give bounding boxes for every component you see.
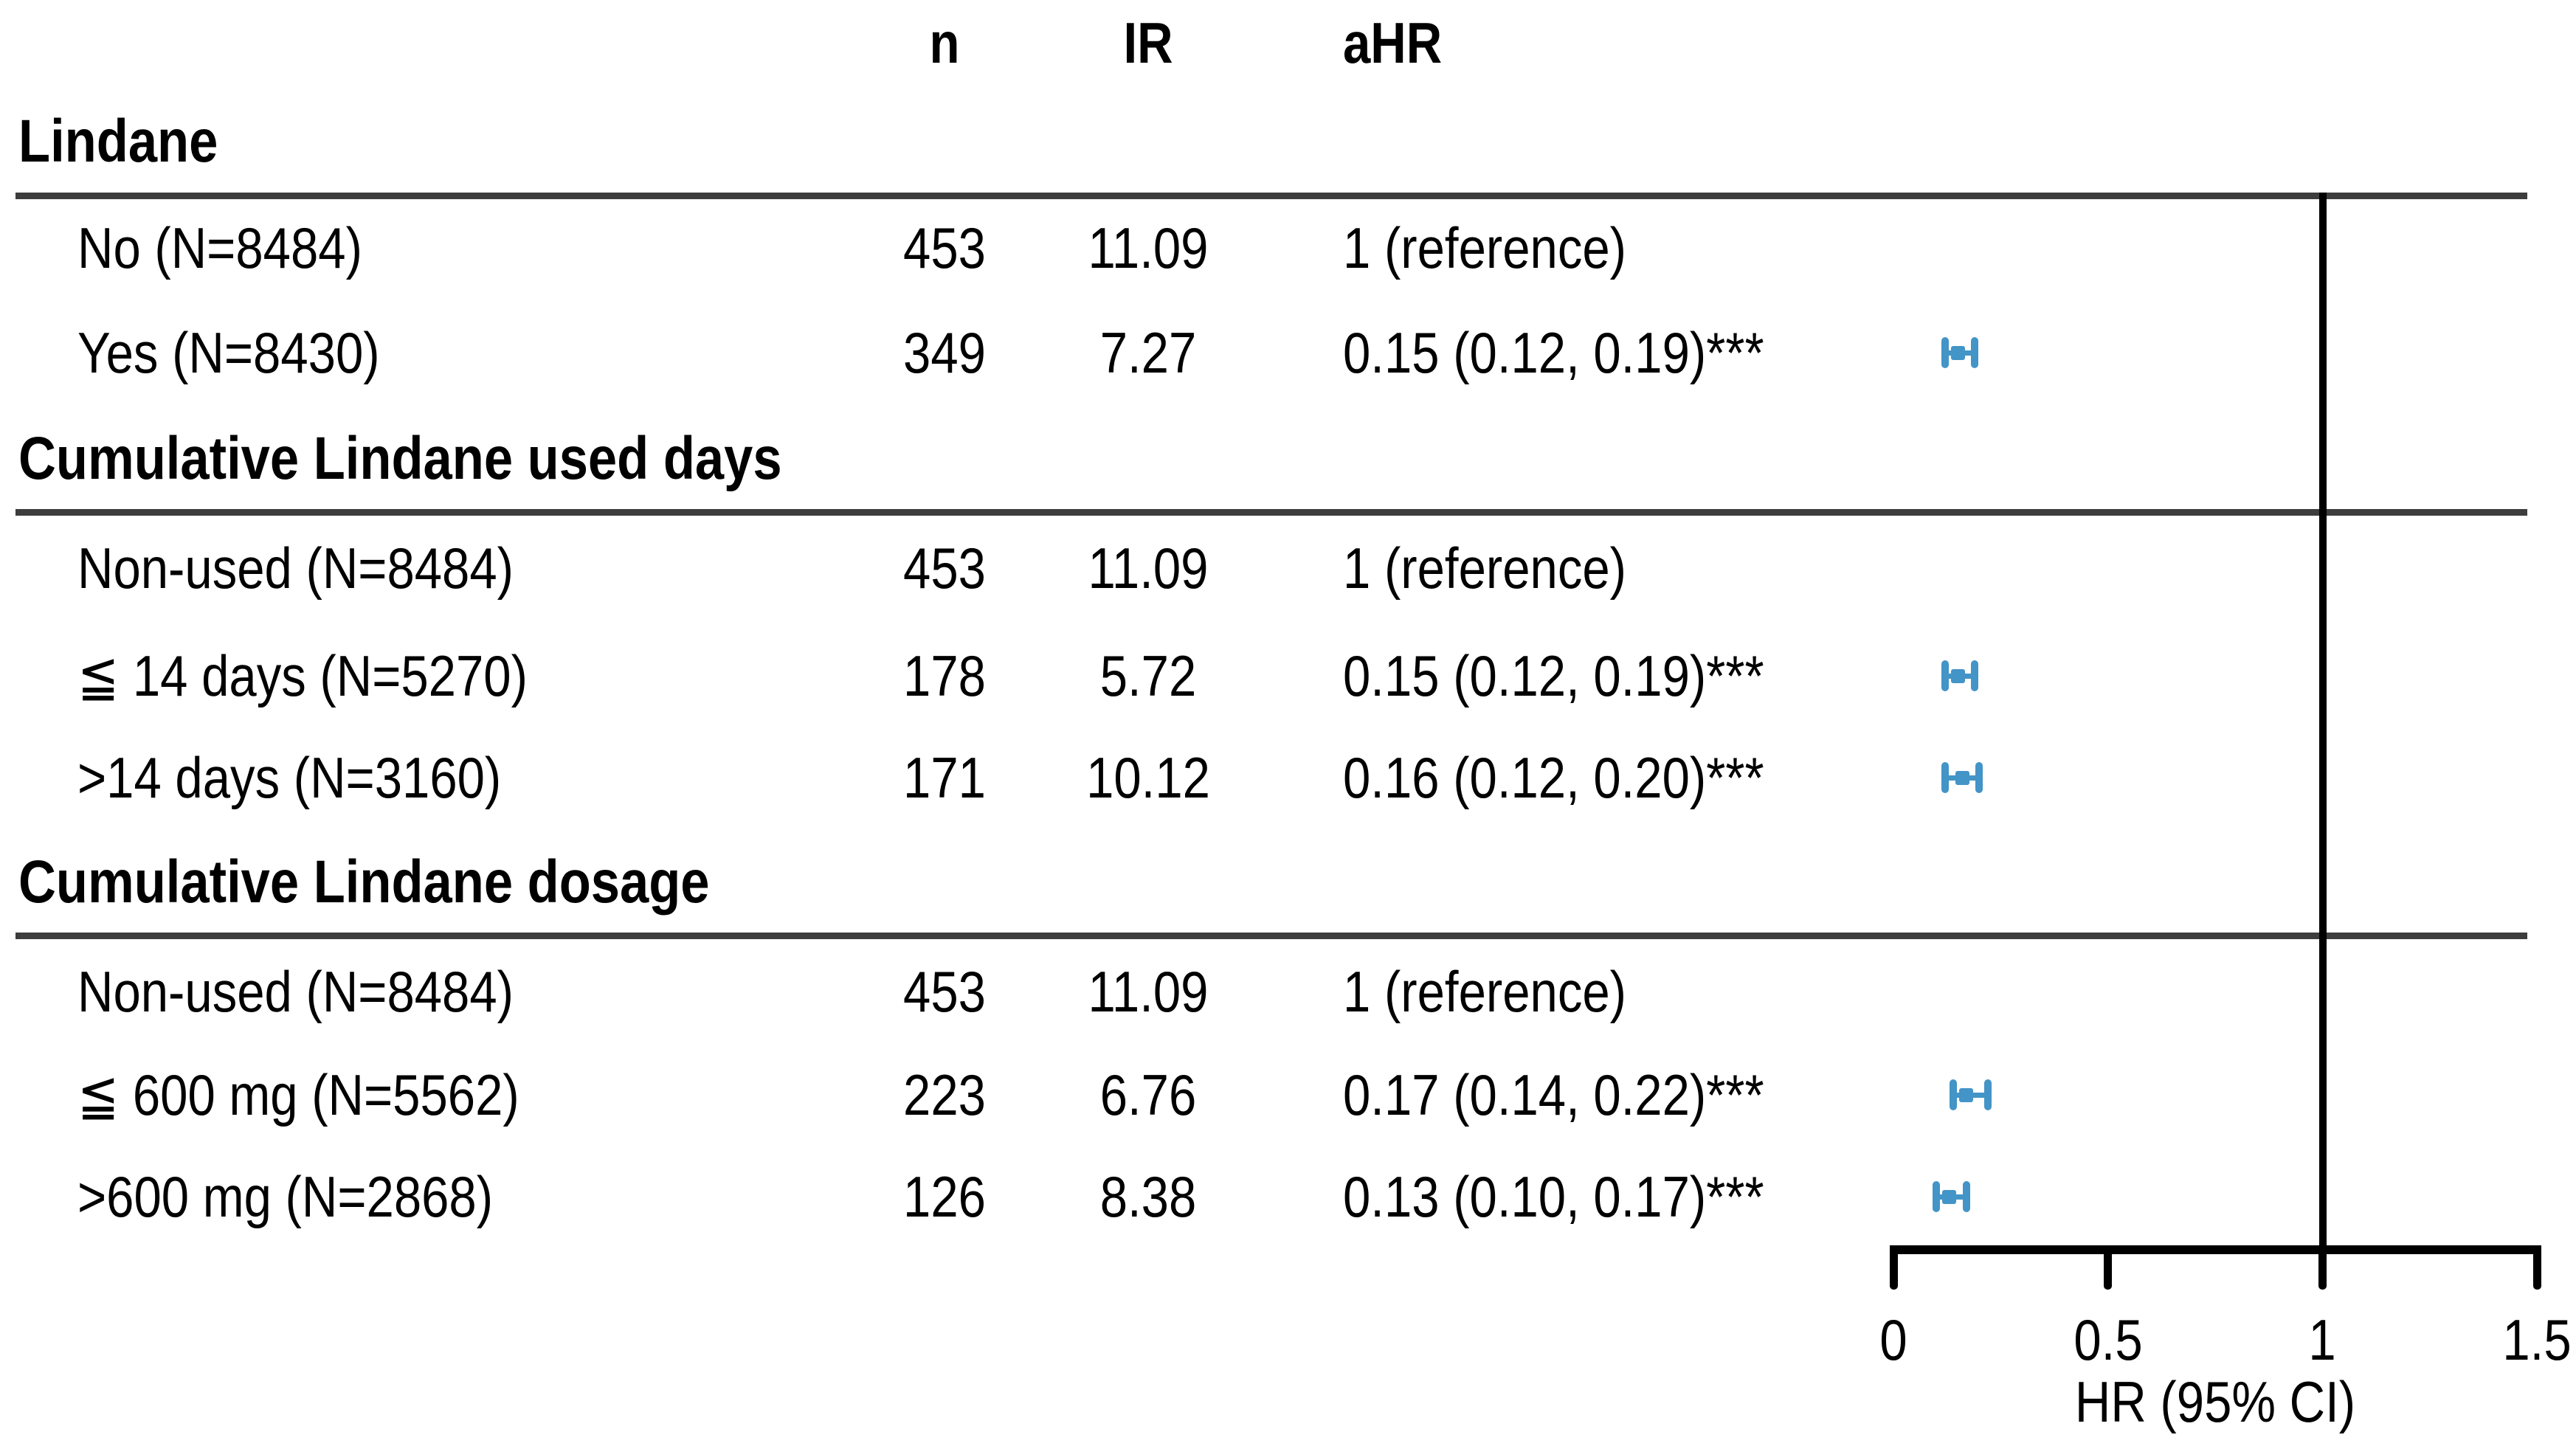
cell-n: 453	[903, 536, 986, 601]
cell-n: 171	[903, 745, 986, 810]
cell-ir: 5.72	[1099, 643, 1197, 708]
x-axis-tick-label: 0	[1879, 1307, 1907, 1372]
row-label: Non-used (N=8484)	[77, 959, 514, 1024]
cell-n: 349	[903, 320, 986, 385]
errorbar-cap-left	[1933, 1181, 1941, 1212]
cell-n: 126	[903, 1164, 986, 1229]
errorbar-cap-left	[1941, 660, 1949, 691]
reference-line-hr1	[2319, 193, 2327, 1254]
cell-n: 453	[903, 959, 986, 1024]
row-label: >14 days (N=3160)	[77, 745, 502, 810]
cell-ir: 6.76	[1099, 1062, 1197, 1127]
point-estimate	[1959, 1087, 1974, 1102]
cell-ir: 11.09	[1088, 536, 1209, 601]
x-axis-tick	[2104, 1248, 2113, 1290]
errorbar-cap-right	[1971, 660, 1979, 691]
section-title: Cumulative Lindane dosage	[18, 848, 710, 916]
errorbar-cap-left	[1941, 762, 1949, 793]
row-label: ≦ 600 mg (N=5562)	[77, 1062, 519, 1127]
cell-ir: 7.27	[1099, 320, 1197, 385]
cell-ahr: 1 (reference)	[1343, 215, 1627, 280]
point-estimate	[1942, 1189, 1957, 1204]
column-header-ir: IR	[1123, 10, 1173, 75]
cell-ahr: 0.15 (0.12, 0.19)***	[1343, 320, 1764, 385]
cell-ir: 8.38	[1099, 1164, 1197, 1229]
x-axis-line	[1890, 1245, 2541, 1254]
x-axis-tick-label: 1	[2308, 1307, 2336, 1372]
errorbar-cap-left	[1950, 1079, 1958, 1110]
cell-ahr: 0.17 (0.14, 0.22)***	[1343, 1062, 1764, 1127]
cell-ahr: 0.13 (0.10, 0.17)***	[1343, 1164, 1764, 1229]
x-axis-tick	[2532, 1248, 2541, 1290]
x-axis-tick-label: 0.5	[2073, 1307, 2143, 1372]
section-divider-line	[15, 193, 2527, 199]
errorbar-cap-left	[1941, 337, 1949, 368]
cell-ahr: 0.15 (0.12, 0.19)***	[1343, 643, 1764, 708]
section-divider-line	[15, 933, 2527, 939]
errorbar-cap-right	[1975, 762, 1983, 793]
cell-n: 178	[903, 643, 986, 708]
row-label: Non-used (N=8484)	[77, 536, 514, 601]
section-title: Cumulative Lindane used days	[18, 425, 782, 492]
point-estimate	[1950, 668, 1965, 683]
row-label: No (N=8484)	[77, 215, 362, 280]
x-axis-tick	[2318, 1248, 2327, 1290]
point-estimate	[1955, 770, 1969, 785]
point-estimate	[1950, 345, 1965, 360]
x-axis-tick-label: 1.5	[2502, 1307, 2572, 1372]
cell-n: 453	[903, 215, 986, 280]
cell-ir: 11.09	[1088, 215, 1209, 280]
errorbar-cap-right	[1962, 1181, 1970, 1212]
cell-ir: 10.12	[1086, 745, 1210, 810]
column-header-n: n	[929, 10, 960, 75]
errorbar-cap-right	[1971, 337, 1979, 368]
column-header-ahr: aHR	[1343, 10, 1443, 75]
x-axis-label: HR (95% CI)	[2074, 1369, 2356, 1434]
cell-ahr: 1 (reference)	[1343, 959, 1627, 1024]
errorbar-cap-right	[1983, 1079, 1992, 1110]
section-title: Lindane	[18, 108, 218, 175]
cell-ir: 11.09	[1088, 959, 1209, 1024]
cell-ahr: 0.16 (0.12, 0.20)***	[1343, 745, 1764, 810]
cell-n: 223	[903, 1062, 986, 1127]
x-axis-tick	[1889, 1248, 1898, 1290]
row-label: ≦ 14 days (N=5270)	[77, 643, 528, 708]
section-divider-line	[15, 509, 2527, 516]
cell-ahr: 1 (reference)	[1343, 536, 1627, 601]
row-label: Yes (N=8430)	[77, 320, 380, 385]
row-label: >600 mg (N=2868)	[77, 1164, 494, 1229]
